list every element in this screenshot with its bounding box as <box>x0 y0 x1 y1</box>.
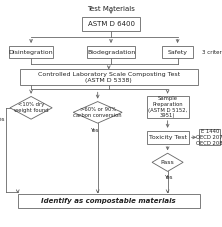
Text: Safety: Safety <box>168 50 188 55</box>
Text: Yes: Yes <box>0 117 5 122</box>
Text: Yes: Yes <box>165 175 174 180</box>
FancyBboxPatch shape <box>87 46 135 58</box>
FancyBboxPatch shape <box>147 96 189 118</box>
Text: Controlled Laboratory Scale Composting Test
(ASTM D 5338): Controlled Laboratory Scale Composting T… <box>38 72 180 83</box>
Text: Biodegradation: Biodegradation <box>87 50 135 55</box>
Text: Toxicity Test: Toxicity Test <box>149 135 187 140</box>
Text: Identify as compostable materials: Identify as compostable materials <box>42 198 176 204</box>
Text: >60% or 90%
carbon conversion: >60% or 90% carbon conversion <box>73 107 122 118</box>
Polygon shape <box>73 101 122 123</box>
FancyBboxPatch shape <box>199 129 220 145</box>
FancyBboxPatch shape <box>82 17 140 31</box>
Text: 3 criteria: 3 criteria <box>202 50 222 55</box>
FancyBboxPatch shape <box>162 46 193 58</box>
Text: Test Materials: Test Materials <box>87 6 135 12</box>
FancyBboxPatch shape <box>20 69 198 85</box>
Text: Disintegration: Disintegration <box>9 50 54 55</box>
Text: ASTM D 6400: ASTM D 6400 <box>87 21 135 27</box>
Polygon shape <box>152 153 183 171</box>
FancyBboxPatch shape <box>9 46 53 58</box>
Text: <10% dry
weight found: <10% dry weight found <box>14 102 48 113</box>
Text: Sample
Preparation
(ASTM D 5152,
3951): Sample Preparation (ASTM D 5152, 3951) <box>148 96 187 118</box>
Text: Pass: Pass <box>161 160 174 165</box>
Text: Yes: Yes <box>91 128 99 133</box>
Polygon shape <box>10 96 52 119</box>
FancyBboxPatch shape <box>147 131 189 144</box>
FancyBboxPatch shape <box>18 193 200 208</box>
Text: E 1440
OECD 207
OECD 208: E 1440 OECD 207 OECD 208 <box>196 129 222 146</box>
